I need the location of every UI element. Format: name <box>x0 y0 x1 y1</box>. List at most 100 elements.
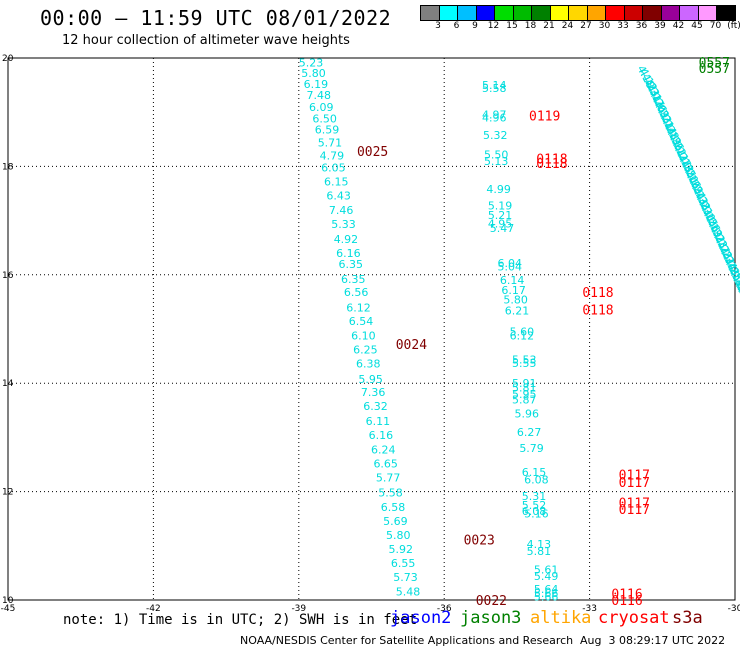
y-tick-label: 16 <box>2 271 14 281</box>
swh-value: 4.96 <box>482 112 507 125</box>
swh-value: 6.59 <box>315 124 340 137</box>
swh-value: 5.23 <box>299 56 324 69</box>
pass-time-label: 0117 <box>619 503 650 518</box>
x-tick-label: -36 <box>437 604 452 614</box>
pass-time-label: 0118 <box>582 303 613 318</box>
pass-time-label: 0117 <box>619 496 650 511</box>
swh-value: 5.58 <box>378 487 403 500</box>
swh-value: 6.15 <box>522 466 547 479</box>
swh-value: 5.31 <box>522 490 547 503</box>
y-tick-label: 20 <box>2 54 14 64</box>
swh-value: 5.71 <box>318 137 343 150</box>
swh-value: 4.13 <box>527 538 552 551</box>
swh-value: 4.20 <box>729 272 740 300</box>
swh-value: 4.97 <box>482 108 507 121</box>
swh-value: 6.56 <box>344 286 369 299</box>
color-swatch <box>716 5 736 21</box>
legend-cryosat: cryosat <box>598 608 670 628</box>
swh-value: 6.38 <box>356 358 381 371</box>
color-scale-label: 21 <box>543 21 555 31</box>
swh-value: 6.10 <box>351 330 376 343</box>
credit-timestamp: Aug 3 08:29:17 UTC 2022 <box>580 634 726 647</box>
pass-time-label: 0116 <box>611 587 642 602</box>
color-scale-label: (ft) <box>727 21 740 31</box>
pass-time-label: 0117 <box>619 468 650 483</box>
footer-note: note: 1) Time is in UTC; 2) SWH is in fe… <box>63 612 418 628</box>
swh-value: 7.48 <box>307 89 332 102</box>
swh-value: 5.32 <box>483 129 508 142</box>
swh-value: 5.80 <box>503 294 528 307</box>
page-title: 00:00 – 11:59 UTC 08/01/2022 <box>40 6 392 30</box>
y-tick-label: 12 <box>2 488 13 498</box>
swh-value: 6.12 <box>346 301 371 314</box>
color-scale-label: 30 <box>598 21 611 31</box>
swh-value: 6.54 <box>349 315 374 328</box>
color-scale-label: 36 <box>635 21 648 31</box>
swh-value: 5.19 <box>488 199 513 212</box>
swh-value: 5.66 <box>534 587 559 600</box>
swh-value: 6.05 <box>321 161 346 174</box>
legend-jason3: jason3 <box>460 608 522 628</box>
swh-value: 6.58 <box>381 501 406 514</box>
pass-time-label: 0023 <box>464 533 495 548</box>
swh-value: 6.11 <box>366 415 391 428</box>
pass-time-label: 0118 <box>582 286 613 301</box>
swh-value: 5.13 <box>484 155 509 168</box>
swh-value: 5.92 <box>388 543 413 556</box>
swh-value: 6.27 <box>517 426 542 439</box>
y-tick-label: 18 <box>2 162 14 172</box>
pass-time-label: 0022 <box>476 594 507 609</box>
swh-value: 5.49 <box>534 570 559 583</box>
legend-s3a: s3a <box>672 608 703 628</box>
swh-value: 6.09 <box>309 101 334 114</box>
swh-value: 6.24 <box>371 443 396 456</box>
swh-value: 5.61 <box>534 564 559 577</box>
swh-value: 6.55 <box>391 557 416 570</box>
color-scale-label: 6 <box>453 21 460 31</box>
color-scale-label: 12 <box>487 21 500 31</box>
color-scale-label: 33 <box>617 21 629 31</box>
color-scale-label: 70 <box>709 21 722 31</box>
swh-value: 5.48 <box>396 585 421 598</box>
swh-value: 6.08 <box>524 474 549 487</box>
y-tick-label: 14 <box>2 379 14 389</box>
swh-value: 5.77 <box>376 472 401 485</box>
plot-frame <box>7 57 736 601</box>
pass-time-label: 0118 <box>536 152 567 167</box>
swh-value: 4.92 <box>334 233 359 246</box>
swh-value: 5.81 <box>512 382 537 395</box>
swh-value: 6.65 <box>373 457 398 470</box>
swh-value: 5.04 <box>498 261 522 274</box>
swh-value: 5.81 <box>527 545 552 558</box>
swh-value: 6.21 <box>505 305 530 318</box>
legend-altika: altika <box>530 608 592 628</box>
swh-value: 6.35 <box>341 273 366 286</box>
swh-value: 5.91 <box>512 377 537 390</box>
x-tick-label: -30 <box>728 604 740 614</box>
swh-value: 4.27 <box>731 277 740 305</box>
color-scale-label: 39 <box>654 21 666 31</box>
y-tick-label: 10 <box>2 596 14 606</box>
color-scale-label: 45 <box>691 21 703 31</box>
color-scale-label: 18 <box>524 21 537 31</box>
swh-value: 6.19 <box>304 78 329 91</box>
x-tick-label: -45 <box>1 604 16 614</box>
swh-value: 5.73 <box>393 571 418 584</box>
swh-value: 4.95 <box>488 217 513 230</box>
swh-value: 6.15 <box>324 176 349 189</box>
credit-text: NOAA/NESDIS Center for Satellite Applica… <box>240 634 574 647</box>
swh-value: 5.21 <box>488 209 513 222</box>
pass-time-label: 0557 <box>699 56 730 71</box>
swh-value: 5.50 <box>484 148 509 161</box>
swh-value: 6.32 <box>363 400 388 413</box>
color-scale-label: 42 <box>672 21 685 31</box>
swh-value: 5.53 <box>512 353 537 366</box>
swh-value: 5.80 <box>301 67 326 80</box>
color-scale-label: 9 <box>472 21 478 31</box>
swh-value: 5.69 <box>383 515 408 528</box>
color-scale-label: 15 <box>506 21 518 31</box>
swh-value: 6.16 <box>336 247 361 260</box>
swh-value: 5.96 <box>514 408 539 421</box>
x-tick-label: -33 <box>582 604 597 614</box>
